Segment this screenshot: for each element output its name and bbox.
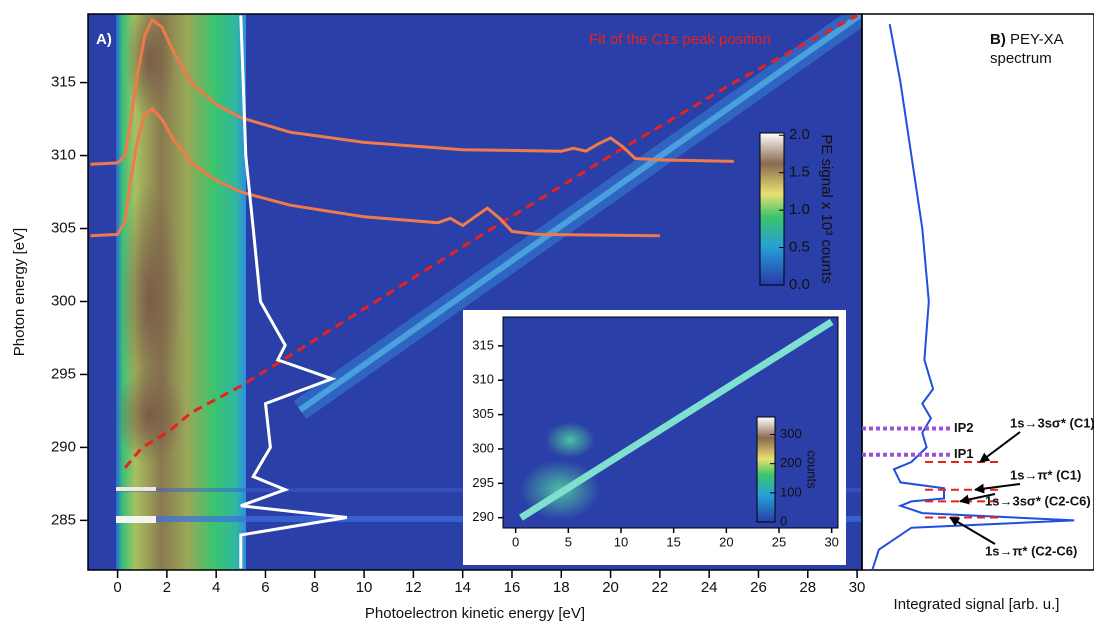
colorbar-tick-label: 2.0	[789, 126, 810, 143]
x-tick-label: 22	[652, 579, 669, 596]
y-tick-label: 315	[472, 337, 494, 352]
colorbar-tick-label: 0.5	[789, 239, 810, 256]
x-tick-label: 15	[666, 534, 680, 549]
x-tick-label: 30	[849, 579, 866, 596]
series-group	[90, 14, 858, 569]
x-tick-label: 30	[824, 534, 838, 549]
inset-frame	[502, 316, 839, 529]
x-tick-label: 26	[750, 579, 767, 596]
ip-label: IP1	[954, 446, 974, 461]
panel-label: A)	[96, 31, 112, 48]
panel-b-title: B) PEY-XA spectrum	[990, 30, 1094, 68]
y-tick-label: 290	[472, 509, 494, 524]
x-tick-label: 10	[356, 579, 373, 596]
colorbar-label: counts	[805, 450, 820, 489]
y-axis-label: Photon energy [eV]	[11, 228, 28, 356]
x-tick-label: 25	[772, 534, 786, 549]
x-tick-label: 20	[719, 534, 733, 549]
y-tick-label: 290	[51, 438, 76, 455]
curve	[90, 17, 734, 166]
x-tick-label: 8	[311, 579, 319, 596]
panel-label: B)	[990, 31, 1006, 48]
colorbar-tick-label: 0	[780, 513, 787, 528]
colorbar-tick-label: 1.0	[789, 201, 810, 218]
x-tick-label: 5	[565, 534, 572, 549]
x-tick-label: 10	[614, 534, 628, 549]
arrow	[979, 431, 1021, 463]
x-axis-label: Photoelectron kinetic energy [eV]	[365, 605, 585, 622]
annotation: Fit of the C1s peak position	[589, 31, 771, 48]
x-tick-label: 4	[212, 579, 220, 596]
transition-label: 1s→3sσ* (C2-C6)	[985, 493, 1091, 508]
y-tick-label: 305	[51, 219, 76, 236]
colorbar-tick-label: 1.5	[789, 164, 810, 181]
y-tick-label: 305	[472, 406, 494, 421]
curve	[239, 15, 348, 569]
x-tick-label: 14	[454, 579, 471, 596]
x-tick-label: 20	[602, 579, 619, 596]
transition-label: 1s→π* (C1)	[1010, 467, 1081, 482]
colorbar-tick-label: 0.0	[789, 276, 810, 293]
x-tick-label: 12	[405, 579, 422, 596]
curve	[519, 318, 834, 521]
colorbar	[759, 132, 785, 286]
y-tick-label: 295	[472, 475, 494, 490]
fit-line	[123, 14, 858, 469]
y-tick-label: 310	[51, 147, 76, 164]
colorbar-tick-label: 300	[780, 426, 802, 441]
y-tick-label: 285	[51, 511, 76, 528]
x-tick-label: 0	[512, 534, 519, 549]
y-tick-label: 315	[51, 74, 76, 91]
arrow	[949, 516, 996, 545]
x-tick-label: 18	[553, 579, 570, 596]
spectrum	[871, 24, 1075, 571]
frame-b	[861, 13, 1094, 571]
y-tick-label: 295	[51, 365, 76, 382]
y-tick-label: 300	[51, 292, 76, 309]
x-tick-label: 0	[113, 579, 121, 596]
series-group	[519, 318, 834, 521]
y-tick-label: 300	[472, 440, 494, 455]
colorbar-tick-label: 200	[780, 455, 802, 470]
curve	[90, 106, 660, 238]
ip-label: IP2	[954, 420, 974, 435]
arrow	[974, 483, 1021, 494]
inset-colorbar	[756, 416, 776, 523]
x-tick-label: 6	[261, 579, 269, 596]
x-tick-label: 28	[799, 579, 816, 596]
colorbar-tick-label: 100	[780, 484, 802, 499]
x-tick-label: 2	[163, 579, 171, 596]
colorbar-label: PE signal x 10³ counts	[818, 134, 835, 283]
x-tick-label: 16	[504, 579, 521, 596]
x-tick-label: 24	[701, 579, 718, 596]
x-axis-label: Integrated signal [arb. u.]	[894, 596, 1060, 613]
title: PEY-XA spectrum	[990, 31, 1063, 67]
transition-label: 1s→3sσ* (C1)	[1010, 415, 1094, 430]
y-tick-label: 310	[472, 372, 494, 387]
arrow	[959, 493, 996, 505]
transition-label: 1s→π* (C2-C6)	[985, 543, 1077, 558]
